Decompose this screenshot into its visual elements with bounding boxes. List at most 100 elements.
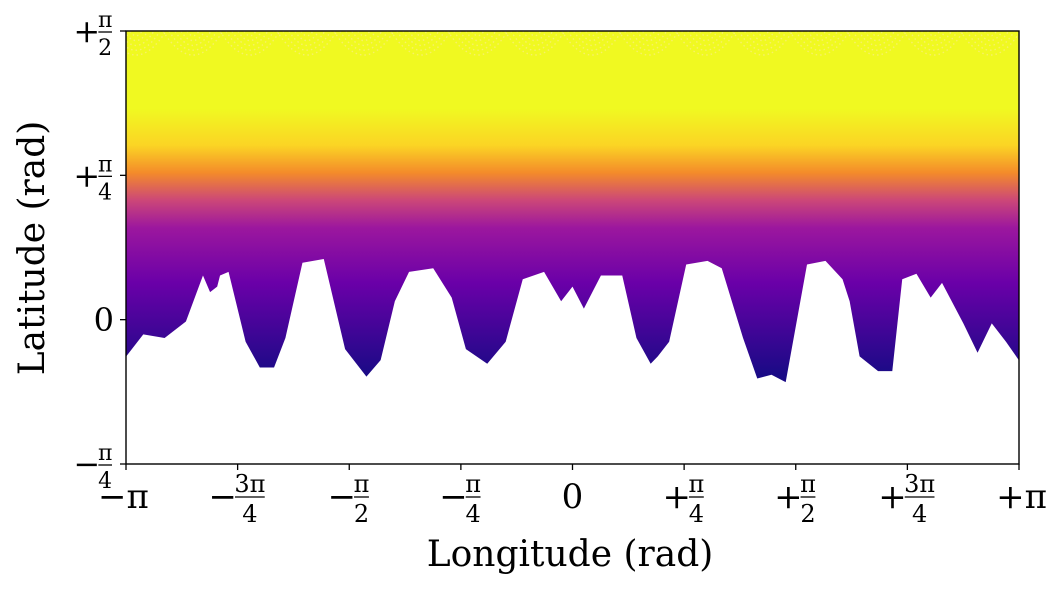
cusp-arc: [459, 31, 497, 47]
polar-cusp-pattern: [126, 31, 1019, 56]
svg-text:+π: +π: [996, 477, 1047, 517]
svg-text:4: 4: [689, 500, 704, 528]
cusp-arc: [971, 31, 1010, 47]
cusp-arc: [219, 31, 281, 56]
cusp-arc: [231, 31, 269, 47]
cusp-arc: [186, 31, 200, 37]
tick-label: 0: [94, 301, 114, 339]
cusp-arc: [624, 31, 674, 51]
svg-text:3π: 3π: [234, 470, 265, 498]
svg-text:+: +: [662, 477, 691, 517]
tick-label: −π 4: [73, 441, 112, 494]
cusp-arc: [126, 31, 155, 47]
cusp-arc: [357, 31, 371, 37]
svg-text:0: 0: [562, 477, 584, 517]
svg-text:+: +: [73, 157, 100, 195]
svg-text:π: π: [354, 470, 370, 498]
cusp-arc: [789, 31, 851, 56]
cusp-arc: [738, 31, 788, 51]
cusp-arc: [126, 31, 161, 51]
cusp-arc: [345, 31, 383, 47]
tick-label: +π2: [774, 470, 816, 528]
svg-text:+: +: [878, 477, 907, 517]
cusp-arc: [675, 31, 737, 56]
cusp-arc: [528, 31, 542, 37]
svg-text:2: 2: [354, 500, 369, 528]
cusp-arc: [243, 31, 257, 37]
cusp-arc: [414, 31, 428, 37]
cusp-arc: [471, 31, 485, 37]
tick-label: +π: [996, 477, 1047, 517]
cusp-arc: [225, 31, 275, 51]
cusp-arc: [744, 31, 782, 47]
cusp-arc: [585, 31, 599, 37]
cusp-arc: [402, 31, 440, 47]
svg-text:4: 4: [98, 180, 112, 205]
cusp-arc: [965, 31, 1016, 51]
cusp-arc: [642, 31, 656, 37]
cusp-arc: [516, 31, 554, 47]
tick-label: −π2: [328, 470, 370, 528]
svg-text:−: −: [328, 477, 357, 517]
data-field: [126, 31, 1019, 383]
cusp-arc: [801, 31, 839, 47]
cusp-arc: [902, 31, 965, 56]
y-axis-label: Latitude (rad): [12, 121, 53, 376]
cusp-arc: [567, 31, 617, 51]
tick-label: +π4: [662, 470, 704, 528]
svg-text:π: π: [800, 470, 816, 498]
tick-label: 0: [562, 477, 584, 517]
cusp-arc: [681, 31, 731, 51]
svg-text:π: π: [98, 441, 112, 466]
cusp-arc: [390, 31, 452, 56]
cusp-arc: [926, 31, 941, 37]
svg-text:3π: 3π: [904, 470, 935, 498]
svg-text:+: +: [774, 477, 803, 517]
tick-label: −π: [98, 477, 149, 517]
y-axis: −π 4 0 +π4 +π2: [73, 8, 126, 494]
x-axis-label: Longitude (rad): [427, 534, 714, 575]
cusp-arc: [339, 31, 389, 51]
cusp-arc: [618, 31, 680, 56]
cusp-arc: [687, 31, 725, 47]
cusp-arc: [983, 31, 998, 37]
tick-label: +π2: [73, 8, 112, 61]
tick-label: +π4: [73, 152, 112, 205]
svg-text:2: 2: [800, 500, 815, 528]
cusp-arc: [914, 31, 953, 47]
svg-text:π: π: [688, 470, 704, 498]
cusp-arc: [573, 31, 611, 47]
cusp-arc: [561, 31, 623, 56]
cusp-arc: [129, 31, 143, 37]
cusp-arc: [908, 31, 959, 51]
cusp-arc: [162, 31, 224, 56]
cusp-arc: [813, 31, 827, 37]
svg-text:4: 4: [465, 500, 480, 528]
cusp-arc: [851, 31, 902, 51]
cusp-arc: [282, 31, 332, 51]
svg-text:2: 2: [98, 36, 112, 61]
plot-area: [126, 31, 1019, 383]
tick-label: −3π4: [209, 470, 266, 528]
svg-text:4: 4: [912, 500, 927, 528]
svg-text:−: −: [439, 477, 468, 517]
cusp-arc: [756, 31, 770, 37]
svg-text:4: 4: [98, 469, 112, 494]
cusp-arc: [959, 31, 1019, 56]
cusp-arc: [630, 31, 668, 47]
cusp-arc: [857, 31, 896, 47]
tick-label: −π4: [439, 470, 481, 528]
cusp-arc: [732, 31, 794, 56]
svg-text:π: π: [465, 470, 481, 498]
cusp-arc: [453, 31, 503, 51]
cusp-arc: [288, 31, 326, 47]
cusp-arc: [795, 31, 845, 51]
cusp-arc: [168, 31, 218, 51]
cusp-arc: [447, 31, 509, 56]
svg-text:+: +: [73, 12, 100, 50]
svg-text:−: −: [73, 445, 100, 483]
svg-text:4: 4: [242, 500, 257, 528]
cusp-arc: [845, 31, 908, 56]
cusp-arc: [396, 31, 446, 51]
